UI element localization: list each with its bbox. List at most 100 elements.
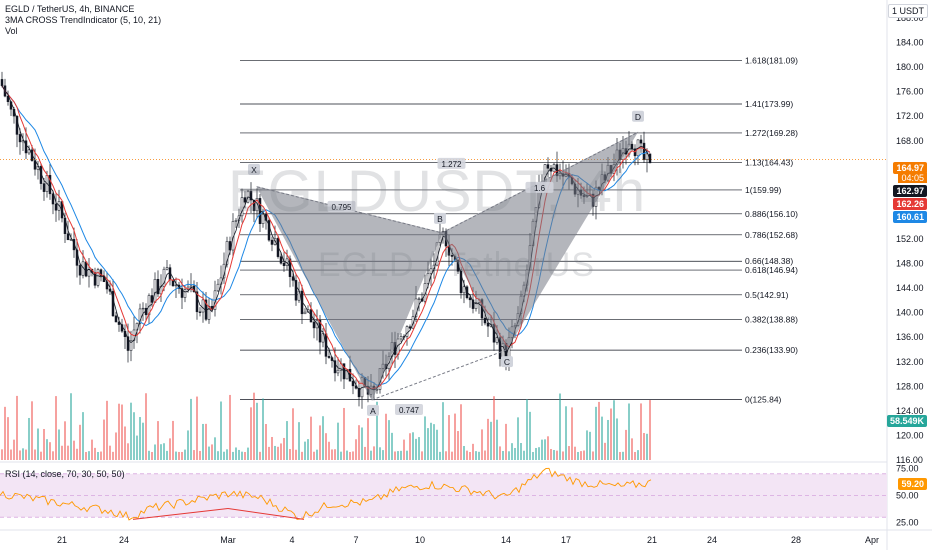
candle-body <box>129 340 133 351</box>
symbol-legend[interactable]: EGLD / TetherUS, 4h, BINANCE <box>5 4 135 14</box>
currency-unit-button[interactable]: 1 USDT <box>887 4 928 18</box>
candle-body <box>294 280 298 301</box>
time-tick-label: 14 <box>501 535 511 545</box>
volume-bar <box>637 450 639 460</box>
volume-bar <box>31 401 33 460</box>
pattern-ratio-label: 0.747 <box>399 406 420 415</box>
volume-bar <box>310 416 312 460</box>
time-tick-label: 21 <box>57 535 67 545</box>
price-tick-label: 172.00 <box>896 111 924 121</box>
price-tick-label: 136.00 <box>896 332 924 342</box>
time-tick-label: 4 <box>289 535 294 545</box>
volume-bar <box>223 451 225 460</box>
volume-bar <box>172 420 174 460</box>
volume-bar <box>118 403 120 460</box>
volume-bar <box>325 433 327 460</box>
volume-bar <box>151 451 153 460</box>
volume-bar <box>19 450 21 460</box>
volume-bar <box>424 416 426 460</box>
indicator-legend[interactable]: 3MA CROSS TrendIndicator (5, 10, 21) <box>5 15 162 25</box>
time-tick-label: 10 <box>415 535 425 545</box>
pattern-triangle-xab <box>256 186 443 401</box>
fib-level-label: 0.618(146.94) <box>745 265 798 275</box>
candle-body <box>99 269 103 277</box>
volume-bar <box>568 446 570 460</box>
candle-body <box>426 273 430 284</box>
volume-bar <box>22 448 24 460</box>
volume-bar <box>52 451 54 460</box>
candle-body <box>483 317 487 324</box>
volume-bar <box>232 451 234 460</box>
volume-bar <box>79 424 81 460</box>
volume-bar <box>628 403 630 460</box>
volume-bar <box>406 450 408 460</box>
volume-bar <box>520 443 522 460</box>
pattern-point-label: D <box>635 112 641 122</box>
volume-bar <box>370 450 372 460</box>
volume-bar <box>619 451 621 460</box>
volume-bar <box>7 417 9 460</box>
candle-body <box>6 95 10 102</box>
volume-bar <box>28 417 30 460</box>
volume-bar <box>154 444 156 460</box>
time-tick-label: Mar <box>220 535 236 545</box>
volume-bar <box>316 449 318 460</box>
candle-body <box>51 193 55 205</box>
volume-bar <box>112 451 114 460</box>
fib-level-label: 0(125.84) <box>745 395 782 405</box>
volume-bar <box>1 449 3 460</box>
volume-bar <box>319 425 321 460</box>
volume-bar <box>400 450 402 460</box>
price-tick-label: 152.00 <box>896 234 924 244</box>
pattern-point-label-bg <box>632 110 644 122</box>
volume-bar <box>301 451 303 460</box>
volume-bar <box>373 446 375 460</box>
rsi-tick-label: 75.00 <box>896 463 919 473</box>
volume-bar <box>256 402 258 460</box>
candle-body <box>270 239 274 245</box>
volume-bar <box>367 418 369 460</box>
volume-bar <box>127 443 129 460</box>
volume-legend[interactable]: Vol <box>5 26 18 36</box>
pattern-ratio-label: 1.6 <box>534 184 546 193</box>
rsi-legend[interactable]: RSI (14, close, 70, 30, 50, 50) <box>5 469 125 479</box>
volume-bar <box>466 450 468 460</box>
pattern-bd-line <box>441 132 638 234</box>
volume-bar <box>13 439 15 460</box>
volume-bar <box>523 450 525 460</box>
time-tick-label: 21 <box>647 535 657 545</box>
volume-bar <box>547 436 549 460</box>
candle-body <box>642 142 646 160</box>
pattern-point-label: B <box>437 214 443 224</box>
candle-body <box>54 203 58 211</box>
volume-bar <box>613 400 615 460</box>
candle-body <box>279 256 283 264</box>
volume-bar <box>226 449 228 460</box>
candle-body <box>261 213 265 224</box>
pattern-ratio-label-bg <box>437 157 466 169</box>
rsi-tick-label: 50.00 <box>896 491 919 501</box>
volume-bar <box>634 451 636 460</box>
volume-bar <box>484 450 486 460</box>
candle-body <box>429 268 433 274</box>
volume-bar <box>94 447 96 460</box>
volume-bar <box>460 404 462 460</box>
price-tick-label: 124.00 <box>896 406 924 416</box>
candle-body <box>171 279 175 287</box>
volume-bar <box>412 432 414 460</box>
candle-body <box>468 297 472 301</box>
volume-bar <box>343 407 345 460</box>
volume-bar <box>349 451 351 460</box>
price-tick-label: 144.00 <box>896 283 924 293</box>
candle-body <box>165 267 169 270</box>
fib-level-label: 1.13(164.43) <box>745 158 793 168</box>
volume-bar <box>505 423 507 460</box>
volume-bar <box>253 392 255 460</box>
volume-bar <box>283 437 285 460</box>
volume-bar <box>358 425 360 460</box>
volume-bar <box>508 451 510 460</box>
candle-body <box>180 288 184 298</box>
volume-bar <box>91 439 93 460</box>
